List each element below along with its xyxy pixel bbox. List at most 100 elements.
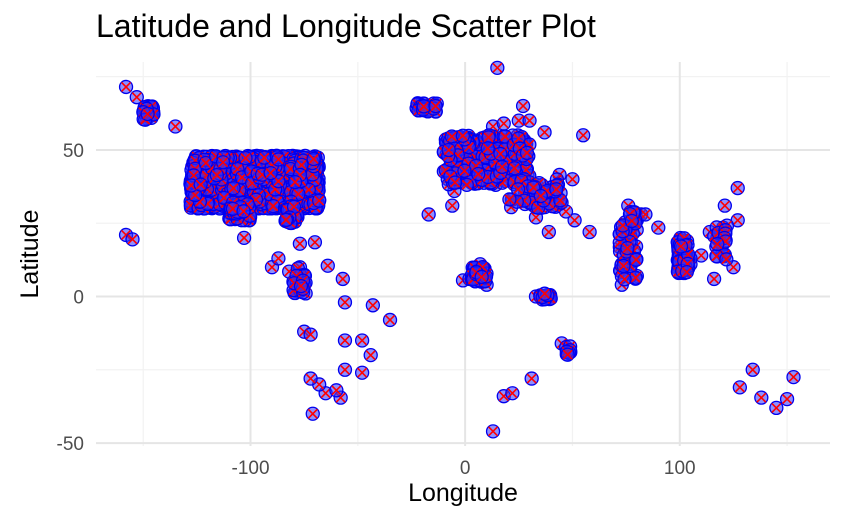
y-tick-label: -50 <box>57 434 84 455</box>
data-point <box>706 271 722 287</box>
x-tick-label: 100 <box>664 458 696 479</box>
data-point <box>382 312 398 328</box>
data-point <box>474 269 489 285</box>
data-point <box>651 220 666 235</box>
data-point <box>567 213 582 228</box>
data-point <box>303 371 318 386</box>
data-point <box>263 165 278 181</box>
data-point <box>624 213 639 229</box>
y-tick-label: 0 <box>73 288 84 309</box>
data-point <box>694 248 709 263</box>
x-tick-label: 0 <box>460 458 471 479</box>
data-point <box>582 224 597 240</box>
data-point <box>257 150 272 165</box>
data-point <box>481 130 496 145</box>
chart-title: Latitude and Longitude Scatter Plot <box>96 8 596 44</box>
data-point <box>498 129 513 144</box>
data-point <box>306 151 321 167</box>
x-axis-title: Longitude <box>408 479 518 507</box>
data-point <box>745 362 760 377</box>
data-point <box>354 365 370 380</box>
data-point <box>354 333 370 348</box>
data-point <box>363 347 378 363</box>
data-point <box>307 235 323 250</box>
data-point <box>519 145 535 161</box>
data-point <box>236 230 252 246</box>
data-point <box>565 172 580 187</box>
data-point <box>471 166 486 182</box>
data-point <box>779 391 795 407</box>
data-point <box>193 177 208 192</box>
data-point <box>215 155 231 170</box>
data-point <box>238 150 253 166</box>
data-point <box>717 198 732 213</box>
data-point <box>278 212 294 228</box>
data-point <box>502 192 517 207</box>
data-point <box>673 239 689 254</box>
data-point <box>485 424 501 439</box>
data-point <box>303 327 318 342</box>
data-point <box>480 141 495 156</box>
data-point <box>337 333 353 348</box>
data-point <box>507 161 522 176</box>
data-point <box>320 258 335 273</box>
data-point <box>365 298 381 313</box>
data-point <box>287 174 303 190</box>
data-point <box>236 204 251 219</box>
y-tick-label: 50 <box>63 141 84 162</box>
data-point <box>549 182 564 197</box>
data-point <box>140 106 155 122</box>
data-point <box>271 251 286 266</box>
data-point <box>754 390 769 405</box>
data-point <box>505 386 520 401</box>
data-point <box>459 177 474 193</box>
y-axis-title: Latitude <box>16 210 44 299</box>
data-point <box>560 347 575 362</box>
data-point <box>293 278 309 294</box>
data-point <box>305 406 320 421</box>
data-point <box>457 163 472 178</box>
data-point <box>329 383 344 398</box>
data-point <box>455 128 471 143</box>
data-point <box>125 232 140 247</box>
data-point <box>537 125 552 140</box>
data-point <box>421 207 436 222</box>
data-point <box>445 198 460 213</box>
data-point <box>118 79 134 95</box>
data-point <box>732 380 748 395</box>
data-point <box>522 113 537 128</box>
data-point <box>515 98 531 114</box>
tick-labels: -100 0 100 -50 0 50 <box>57 141 696 479</box>
data-point <box>292 236 308 251</box>
data-point <box>168 119 183 134</box>
data-point <box>524 371 539 386</box>
data-point <box>428 98 443 114</box>
data-point <box>710 236 725 252</box>
data-point <box>679 265 694 280</box>
data-point <box>510 182 526 197</box>
data-point <box>129 90 144 105</box>
data-point <box>496 116 511 131</box>
data-point <box>786 369 801 385</box>
data-point <box>541 224 556 240</box>
data-point <box>226 181 241 196</box>
data-point <box>209 167 224 183</box>
data-point <box>416 99 431 114</box>
data-point <box>576 128 591 143</box>
data-point <box>617 272 632 287</box>
data-point <box>198 155 213 171</box>
data-point <box>620 240 635 256</box>
data-point <box>312 193 327 208</box>
data-point <box>337 362 353 377</box>
data-point <box>335 271 350 287</box>
data-point <box>447 175 463 190</box>
data-point <box>616 258 631 274</box>
data-point <box>266 198 281 214</box>
data-point <box>441 142 456 158</box>
data-point <box>537 286 552 301</box>
data-point <box>730 180 745 196</box>
data-point <box>769 400 784 416</box>
data-points <box>118 60 801 439</box>
data-point <box>719 252 734 267</box>
x-tick-label: -100 <box>232 458 270 479</box>
